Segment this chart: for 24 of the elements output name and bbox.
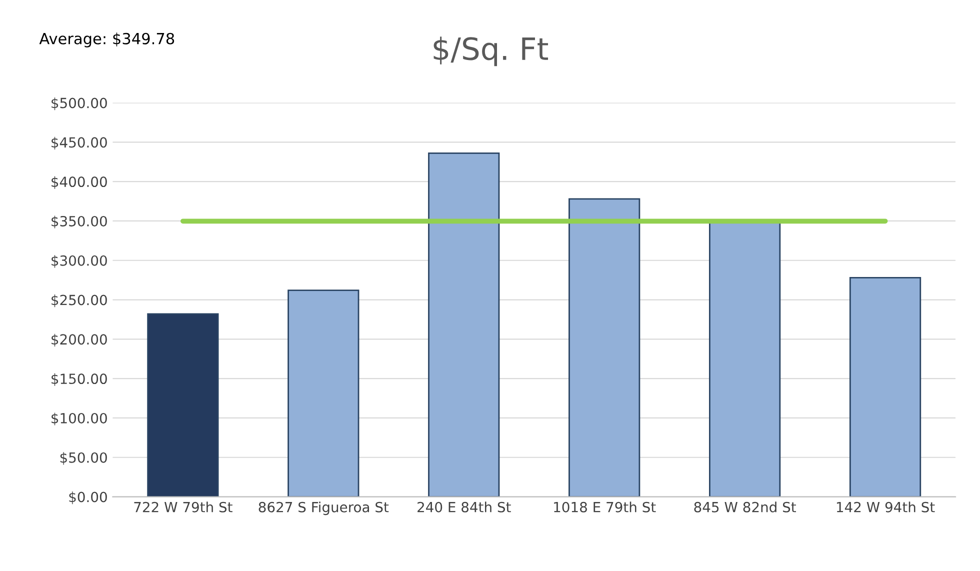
bar: [849, 277, 922, 497]
y-tick-label: $150.00: [52, 373, 107, 386]
x-tick-label: 142 W 94th St: [836, 502, 935, 512]
y-tick-label: $350.00: [52, 216, 107, 228]
bar: [568, 198, 640, 497]
x-tick-label: 8627 S Figueroa St: [258, 502, 389, 516]
text: Average: $349.78: [39, 32, 174, 48]
y-tick-label: $250.00: [52, 294, 107, 308]
x-tick-label: 722 W 79th St: [134, 502, 232, 512]
y-tick-label: $200.00: [52, 334, 107, 346]
bar: [147, 313, 219, 497]
bar: [428, 152, 500, 497]
x-tick-label: 240 E 84th St: [418, 502, 511, 512]
y-tick-label: $50.00: [60, 452, 107, 465]
y-tick-label: $0.00: [69, 491, 107, 504]
x-tick-label: 1018 E 79th St: [554, 502, 656, 512]
y-tick-label: $100.00: [52, 412, 107, 426]
y-tick-label: $500.00: [52, 98, 107, 110]
chart-title: $/Sq. Ft: [434, 36, 548, 66]
bar: [288, 290, 360, 497]
y-tick-label: $300.00: [52, 255, 107, 268]
x-tick-label: 845 W 82nd St: [694, 502, 796, 512]
y-tick-label: $400.00: [52, 176, 107, 189]
y-tick-label: $450.00: [52, 136, 107, 150]
